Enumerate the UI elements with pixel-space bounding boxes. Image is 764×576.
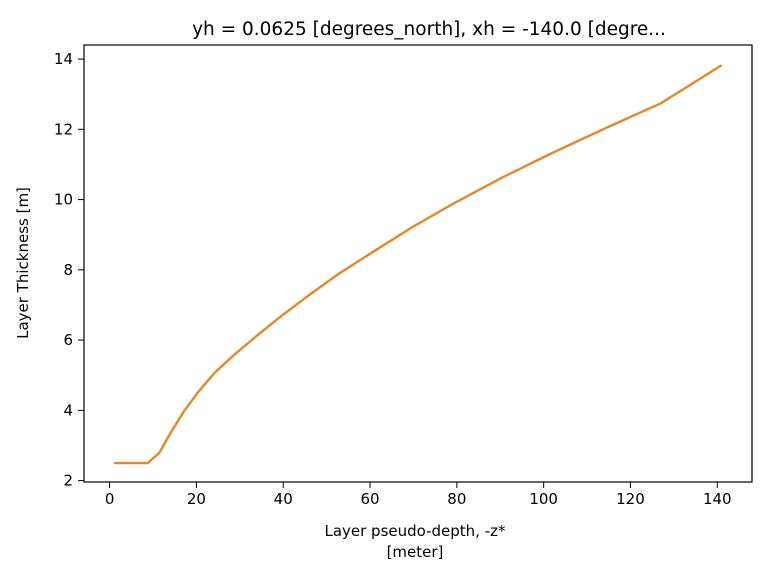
- y-tick-label: 8: [63, 261, 73, 279]
- plot-area: [83, 44, 753, 483]
- y-axis-ticks: 2 4 6 8 10 12 14: [54, 50, 84, 490]
- x-tick-label: 60: [360, 490, 379, 508]
- y-tick-label: 14: [54, 50, 73, 68]
- y-axis-label: Layer Thickness [m]: [14, 187, 32, 339]
- chart-title: yh = 0.0625 [degrees_north], xh = -140.0…: [192, 19, 666, 40]
- x-axis-ticks: 0 20 40 60 80 100 120 140: [105, 482, 732, 508]
- series-line: [113, 64, 722, 465]
- x-axis-label: Layer pseudo-depth, -z*: [324, 522, 506, 540]
- x-axis-unit-label: [meter]: [387, 543, 444, 561]
- y-tick-label: 12: [54, 120, 73, 138]
- y-tick-label: 4: [63, 401, 73, 419]
- x-tick-label: 0: [105, 490, 115, 508]
- y-tick-label: 6: [63, 331, 73, 349]
- x-tick-label: 20: [187, 490, 206, 508]
- plot-frame: [83, 44, 753, 483]
- y-tick-label: 2: [63, 472, 73, 490]
- x-tick-label: 140: [703, 490, 732, 508]
- x-tick-label: 80: [447, 490, 466, 508]
- series-layer: [113, 64, 722, 465]
- x-tick-label: 40: [274, 490, 293, 508]
- x-tick-label: 120: [616, 490, 645, 508]
- y-tick-label: 10: [54, 191, 73, 209]
- x-tick-label: 100: [529, 490, 558, 508]
